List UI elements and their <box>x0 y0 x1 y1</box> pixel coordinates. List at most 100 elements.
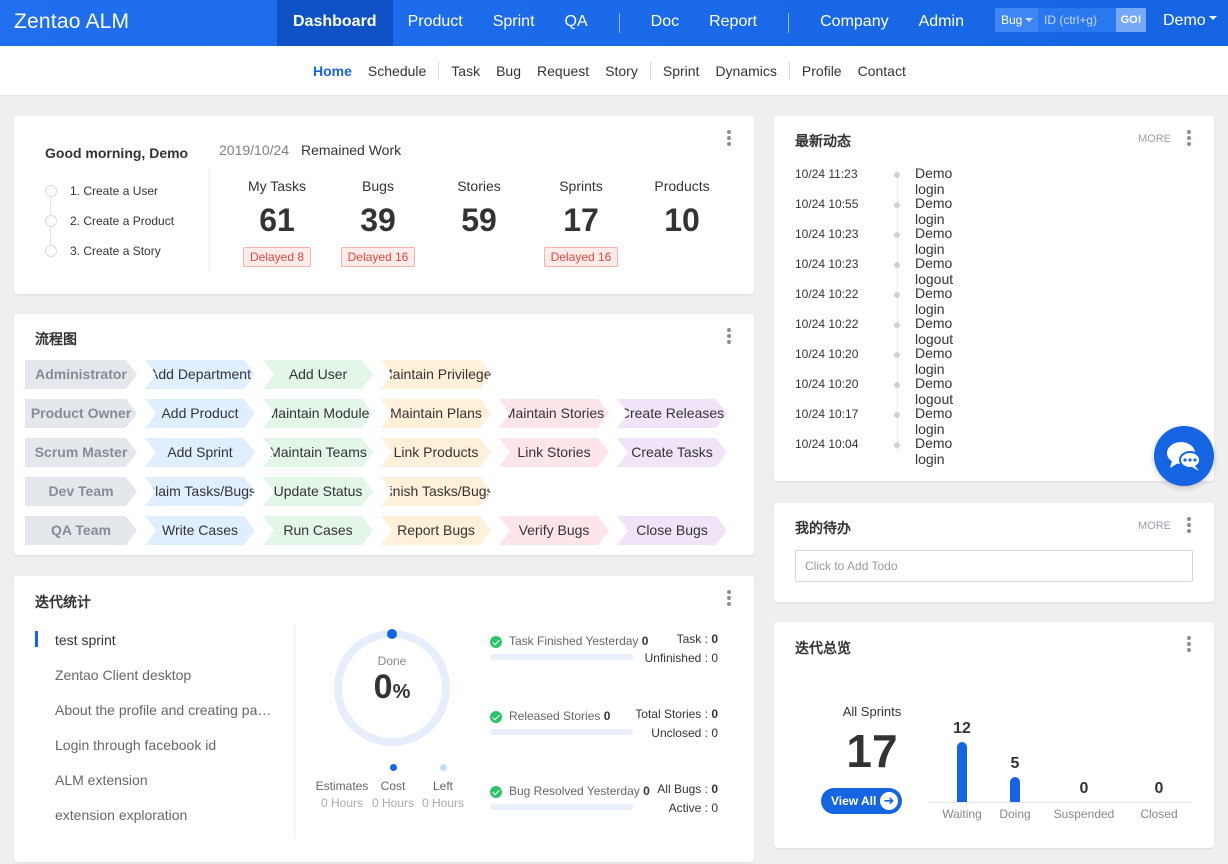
subnav-story[interactable]: Story <box>605 63 638 79</box>
user-menu[interactable]: Demo <box>1163 12 1217 30</box>
flow-step[interactable]: Update Status <box>263 477 373 506</box>
more-vertical-icon[interactable] <box>1187 636 1191 652</box>
brand-logo[interactable]: Zentao ALM <box>14 10 130 33</box>
list-item[interactable]: 10/24 10:23 Demo login <box>795 225 953 257</box>
subnav-home[interactable]: Home <box>313 63 352 79</box>
more-vertical-icon[interactable] <box>727 130 731 146</box>
flow-step[interactable]: Close Bugs <box>617 516 727 545</box>
view-all-button[interactable]: View All ➜ <box>821 788 902 814</box>
subnav-schedule[interactable]: Schedule <box>367 63 427 79</box>
bar-value-label: 0 <box>1079 780 1089 797</box>
flow-step[interactable]: Link Products <box>381 438 491 467</box>
subnav-request[interactable]: Request <box>537 63 590 79</box>
flow-step[interactable]: Link Stories <box>499 438 609 467</box>
subnav-dynamics[interactable]: Dynamics <box>715 63 777 79</box>
stat-my-tasks[interactable]: My Tasks 61 Delayed 8 <box>227 178 327 267</box>
stat-products[interactable]: Products 10 <box>654 178 710 238</box>
more-vertical-icon[interactable] <box>727 328 731 344</box>
stat-bugs[interactable]: Bugs 39 Delayed 16 <box>328 178 428 267</box>
nav-report[interactable]: Report <box>709 13 758 30</box>
list-item[interactable]: 10/24 10:20 Demo login <box>795 345 953 377</box>
subnav-contact[interactable]: Contact <box>857 63 906 79</box>
timeline-dot-icon <box>894 412 900 418</box>
bar-doing <box>1010 777 1020 802</box>
timeline-dot-icon <box>894 352 900 358</box>
flow-step[interactable]: Finish Tasks/Bugs <box>381 477 491 506</box>
search-type-select[interactable]: Bug <box>995 8 1038 32</box>
subnav-profile[interactable]: Profile <box>801 63 842 79</box>
delayed-badge[interactable]: Delayed 16 <box>340 247 416 267</box>
step-item[interactable]: 3. Create a Story <box>45 236 174 266</box>
nav-qa[interactable]: QA <box>564 13 588 30</box>
list-item[interactable]: 10/24 10:55 Demo login <box>795 195 953 227</box>
flow-step[interactable]: Maintain Plans <box>381 399 491 428</box>
delayed-badge[interactable]: Delayed 8 <box>242 247 312 267</box>
flow-step[interactable]: Maintain Module <box>263 399 373 428</box>
more-vertical-icon[interactable] <box>727 590 731 606</box>
divider <box>294 624 295 839</box>
list-item[interactable]: 10/24 11:23 Demo login <box>795 165 953 197</box>
flow-step[interactable]: Add Product <box>145 399 255 428</box>
sprint-list-item[interactable]: About the profile and creating pages <box>55 702 275 718</box>
subnav-bug[interactable]: Bug <box>496 63 522 79</box>
list-item[interactable]: 10/24 10:04 Demo login <box>795 435 953 467</box>
chat-button[interactable] <box>1154 426 1214 486</box>
search-go-button[interactable]: GO! <box>1116 8 1146 32</box>
flow-step[interactable]: Maintain Teams <box>263 438 373 467</box>
flow-step[interactable]: Create Tasks <box>617 438 727 467</box>
flow-step[interactable]: Create Releases <box>617 399 727 428</box>
list-item[interactable]: 10/24 10:23 Demo logout <box>795 255 954 287</box>
nav-dashboard[interactable]: Dashboard <box>277 0 393 46</box>
card-title: 迭代总览 <box>795 640 851 656</box>
subnav-task[interactable]: Task <box>451 63 481 79</box>
progress-bar <box>490 654 633 660</box>
list-item[interactable]: 10/24 10:22 Demo login <box>795 285 953 317</box>
nav-doc[interactable]: Doc <box>650 13 680 30</box>
step-item[interactable]: 1. Create a User <box>45 176 174 206</box>
search-input[interactable] <box>1038 8 1116 32</box>
flow-step[interactable]: Add Department <box>145 360 255 389</box>
nav-admin[interactable]: Admin <box>918 13 964 30</box>
more-vertical-icon[interactable] <box>1187 130 1191 146</box>
delayed-badge[interactable]: Delayed 16 <box>543 247 619 267</box>
nav-product[interactable]: Product <box>407 13 463 30</box>
flow-step[interactable]: Maintain Stories <box>499 399 609 428</box>
flow-step[interactable]: Report Bugs <box>381 516 491 545</box>
card-title: 迭代统计 <box>35 594 91 610</box>
more-link[interactable]: MORE <box>1138 520 1171 532</box>
nav-divider <box>618 13 620 33</box>
arrow-right-icon: ➜ <box>880 792 898 810</box>
sprint-list-item[interactable]: extension exploration <box>55 807 188 823</box>
nav-company[interactable]: Company <box>820 13 889 30</box>
list-item[interactable]: 10/24 10:20 Demo logout <box>795 375 954 407</box>
sprint-list-item[interactable]: Zentao Client desktop <box>55 667 192 683</box>
sprint-list-item[interactable]: test sprint <box>35 631 275 666</box>
flow-step[interactable]: Write Cases <box>145 516 255 545</box>
subnav-sprint[interactable]: Sprint <box>662 63 700 79</box>
user-name: Demo <box>1163 12 1206 29</box>
flow-step[interactable]: Verify Bugs <box>499 516 609 545</box>
flow-step[interactable]: Claim Tasks/Bugs <box>145 477 255 506</box>
stat-stories[interactable]: Stories 59 <box>457 178 501 238</box>
add-todo-input[interactable]: Click to Add Todo <box>795 550 1193 582</box>
list-item[interactable]: 10/24 10:17 Demo login <box>795 405 953 437</box>
stat-sprints[interactable]: Sprints 17 Delayed 16 <box>531 178 631 267</box>
step-item[interactable]: 2. Create a Product <box>45 206 174 236</box>
flow-step[interactable]: Add User <box>263 360 373 389</box>
flow-step[interactable]: Run Cases <box>263 516 373 545</box>
sprint-list-item[interactable]: ALM extension <box>55 772 148 788</box>
more-vertical-icon[interactable] <box>1187 517 1191 533</box>
flow-step[interactable]: Add Sprint <box>145 438 255 467</box>
timeline-dot-icon <box>894 292 900 298</box>
flow-step[interactable]: Maintain Privileges <box>381 360 491 389</box>
flow-role: Dev Team <box>25 477 137 506</box>
nav-sprint[interactable]: Sprint <box>492 13 535 30</box>
step-circle-icon <box>45 185 57 197</box>
list-item[interactable]: 10/24 10:22 Demo logout <box>795 315 954 347</box>
more-link[interactable]: MORE <box>1138 133 1171 145</box>
sprint-list-item[interactable]: Login through facebook id <box>55 737 217 753</box>
dynamics-list: 10/24 11:23 Demo login 10/24 10:55 Demo lo… <box>795 165 954 467</box>
flow-role: Administrator <box>25 360 137 389</box>
card-title: 最新动态 <box>795 133 851 149</box>
timeline-dot-icon <box>894 262 900 268</box>
